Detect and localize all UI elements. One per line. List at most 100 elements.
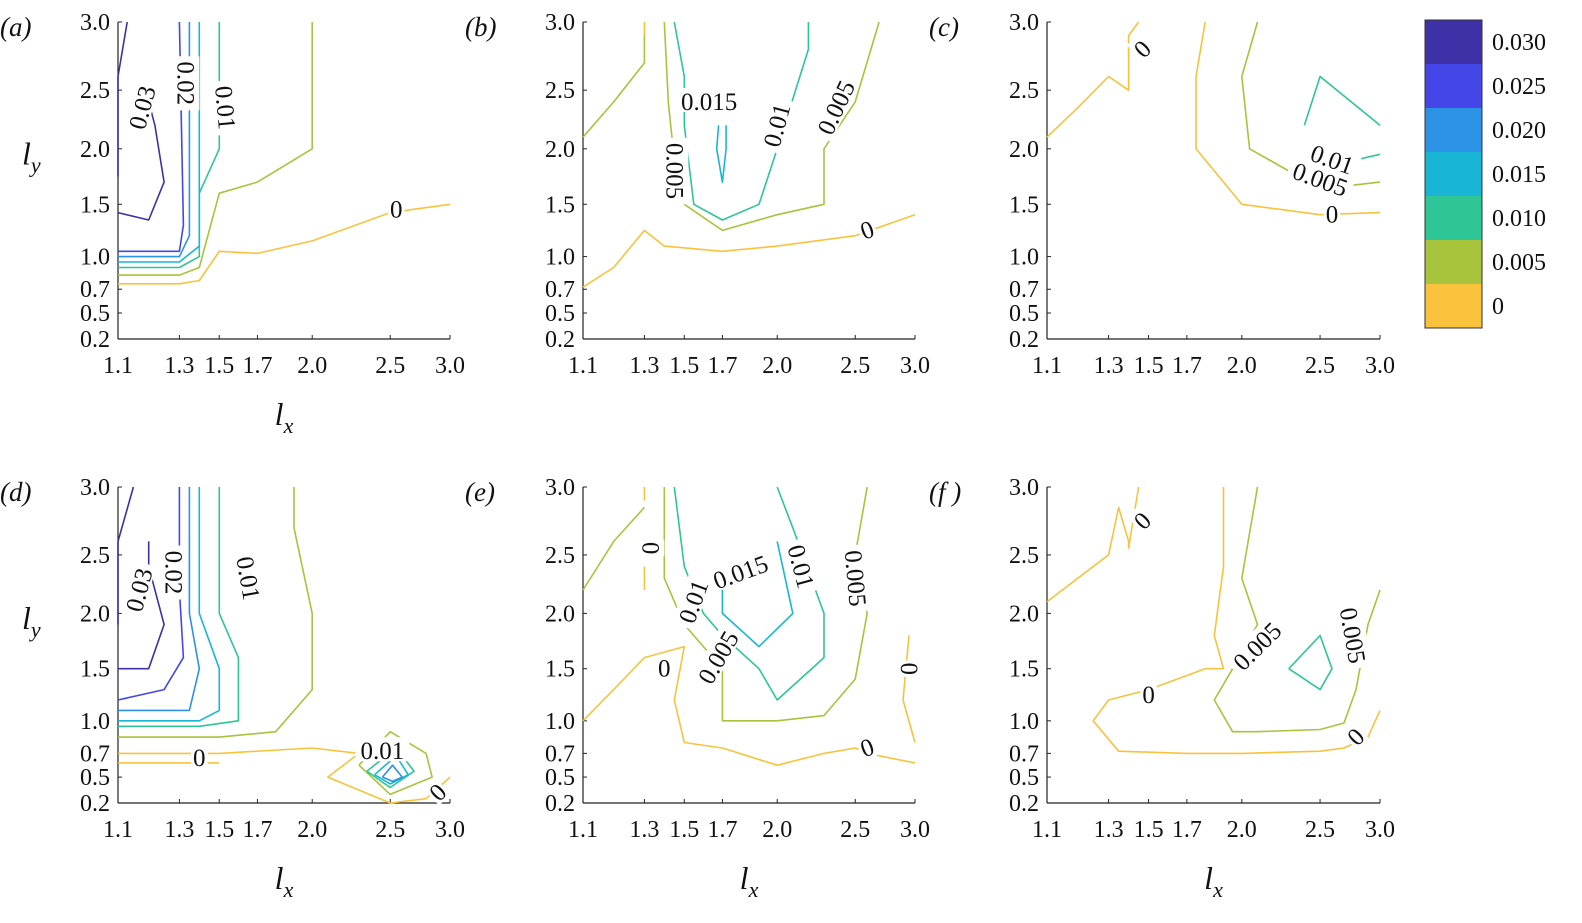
x-tick-label: 1.3 — [164, 817, 194, 843]
y-axis-label: ly — [22, 136, 41, 178]
colorbar-label: 0.030 — [1492, 30, 1546, 56]
contour-label-backing — [689, 621, 744, 692]
y-tick-label: 1.5 — [545, 657, 575, 683]
contour-line-0_005 — [118, 487, 314, 738]
contour-label-text: 0.005 — [839, 549, 871, 607]
contour-label-text: 0 — [658, 656, 671, 683]
contour-line-0 — [118, 203, 451, 285]
contour-label: 0.005 — [839, 543, 873, 613]
x-tick-label: 2.5 — [840, 353, 870, 379]
y-tick-label: 0.5 — [80, 765, 110, 791]
contour-label: 0.01 — [756, 95, 796, 154]
contour-line-0_01 — [1303, 75, 1381, 126]
y-tick-label: 0.7 — [1009, 741, 1039, 767]
x-tick-label: 1.5 — [669, 353, 699, 379]
contour-label-backing — [809, 71, 860, 143]
colorbar-swatch — [1425, 284, 1482, 328]
y-tick-label: 0.5 — [80, 301, 110, 327]
contour-line-0_01 — [1288, 634, 1333, 691]
contour-label: 0.005 — [660, 137, 689, 205]
x-tick-label: 2.0 — [1227, 817, 1257, 843]
contour-label: 0 — [191, 744, 208, 772]
x-tick-label: 2.0 — [1227, 353, 1257, 379]
contour-label-backing — [212, 79, 242, 136]
contour-label-backing — [656, 654, 673, 679]
contour-label-backing — [1140, 680, 1157, 705]
contour-label-backing — [899, 660, 923, 677]
y-tick-label: 1.0 — [1009, 709, 1039, 735]
panel-6: 1.1 1.3 1.5 1.7 2.0 2.5 3.0 0.20.50.7 1.0 1.5 2.0 2… — [929, 475, 1395, 902]
y-tick-label: 1.0 — [80, 245, 110, 271]
contour-label: 0 — [387, 195, 405, 224]
y-tick-label: 1.5 — [80, 657, 110, 683]
y-tick-label: 0.5 — [1009, 301, 1039, 327]
x-tick-label: 2.5 — [375, 353, 405, 379]
contour-line-0_005 — [118, 22, 314, 276]
contour-label: 0.015 — [675, 87, 743, 116]
contour-label: 0 — [1323, 200, 1341, 229]
x-axis-label: lx — [740, 860, 759, 902]
y-tick-label: 2.0 — [545, 137, 575, 163]
contour-line-0 — [118, 747, 451, 804]
x-tick-label: 1.7 — [242, 353, 272, 379]
y-tick-label: 3.0 — [545, 475, 575, 501]
contour-label-backing — [664, 137, 689, 205]
y-tick-label: 2.0 — [1009, 601, 1039, 627]
contour-label-backing — [1126, 33, 1156, 63]
x-tick-label: 2.0 — [297, 817, 327, 843]
y-tick-label: 2.5 — [545, 543, 575, 569]
contour-label: 0.02 — [159, 545, 188, 600]
x-tick-label: 1.3 — [629, 817, 659, 843]
x-tick-label: 1.7 — [1172, 817, 1202, 843]
colorbar-label: 0.015 — [1492, 162, 1546, 188]
x-tick-label: 1.7 — [1172, 353, 1202, 379]
y-tick-label: 1.5 — [545, 192, 575, 218]
contour-label-text: 0.01 — [230, 554, 264, 602]
x-tick-label: 1.7 — [242, 817, 272, 843]
contour-line-0_02 — [118, 487, 201, 712]
x-tick-label: 1.5 — [669, 817, 699, 843]
panel-4: 1.1 1.3 1.5 1.7 2.0 2.5 3.0 0.20.50.7 1.0 1.5 2.0 2… — [0, 475, 465, 902]
contour-line-0_015 — [715, 125, 727, 183]
x-axis-label: lx — [275, 860, 294, 902]
y-tick-label: 1.0 — [545, 245, 575, 271]
y-tick-label: 0.7 — [545, 741, 575, 767]
contour-label-text: 0.005 — [660, 143, 687, 199]
contour-label-backing — [163, 545, 188, 600]
panel-5: 1.1 1.3 1.5 1.7 2.0 2.5 3.0 0.20.50.7 1.0 1.5 2.0 2… — [465, 475, 930, 902]
contour-line-0_03 — [118, 541, 165, 670]
y-tick-label: 0.7 — [80, 277, 110, 303]
x-axis-label: lx — [275, 396, 294, 438]
y-tick-label: 2.0 — [80, 137, 110, 163]
contour-label-text: 0.005 — [813, 77, 861, 139]
colorbar-label: 0.025 — [1492, 74, 1546, 100]
x-tick-label: 1.1 — [103, 817, 133, 843]
contour-line-0_03 — [117, 21, 128, 177]
y-tick-label: 3.0 — [1009, 475, 1039, 501]
contour-label-text: 0.03 — [124, 83, 161, 132]
contour-label-backing — [640, 539, 665, 557]
contour-label-backing — [1340, 721, 1369, 751]
x-tick-label: 2.0 — [762, 817, 792, 843]
x-tick-label: 2.0 — [762, 353, 792, 379]
contour-label: 0.005 — [1334, 600, 1372, 670]
y-tick-label: 2.5 — [545, 78, 575, 104]
contour-label-backing — [118, 560, 157, 619]
contour-line-0 — [902, 635, 916, 743]
panel-label: (e) — [465, 477, 495, 507]
y-tick-label: 0.2 — [1009, 791, 1039, 817]
contour-label-backing — [704, 547, 776, 594]
y-tick-label: 0.7 — [545, 277, 575, 303]
colorbar-swatch — [1425, 240, 1482, 284]
contour-label-text: 0.005 — [1334, 606, 1370, 666]
x-tick-label: 3.0 — [435, 353, 465, 379]
contour-line-0_005 — [582, 506, 645, 591]
contour-label-text: 0 — [895, 662, 922, 675]
x-tick-label: 3.0 — [1365, 817, 1395, 843]
x-tick-label: 3.0 — [435, 817, 465, 843]
y-tick-label: 1.0 — [1009, 245, 1039, 271]
contour-line-0_025 — [118, 21, 185, 253]
contour-label-backing — [191, 744, 208, 769]
contour-label: 0.03 — [118, 560, 159, 619]
